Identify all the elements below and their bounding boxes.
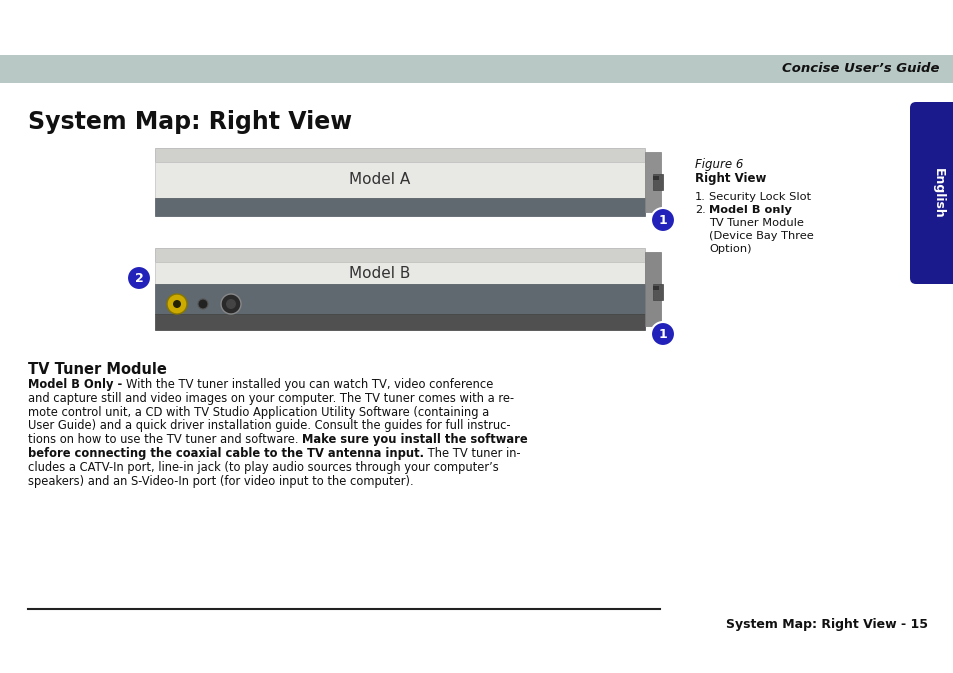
Text: English: English xyxy=(930,168,943,218)
Circle shape xyxy=(221,294,241,314)
Text: 2: 2 xyxy=(134,271,143,285)
Text: and capture still and video images on your computer. The TV tuner comes with a r: and capture still and video images on yo… xyxy=(28,392,514,404)
Text: Concise User’s Guide: Concise User’s Guide xyxy=(781,63,939,75)
Bar xyxy=(652,286,659,290)
Bar xyxy=(644,252,660,326)
Circle shape xyxy=(127,266,151,290)
Circle shape xyxy=(198,299,208,309)
Text: TV Tuner Module: TV Tuner Module xyxy=(28,362,167,377)
Text: Figure 6: Figure 6 xyxy=(695,158,742,171)
Circle shape xyxy=(650,208,675,232)
Bar xyxy=(154,162,644,198)
Text: With the TV tuner installed you can watch TV, video conference: With the TV tuner installed you can watc… xyxy=(126,378,493,391)
Text: 1: 1 xyxy=(658,213,667,227)
Text: -: - xyxy=(770,205,778,215)
Bar xyxy=(154,262,644,284)
Bar xyxy=(652,174,662,190)
Text: 1: 1 xyxy=(658,328,667,341)
Text: Make sure you install the software: Make sure you install the software xyxy=(302,433,527,446)
Text: Model B: Model B xyxy=(349,266,410,281)
Text: cludes a CATV-In port, line-in jack (to play audio sources through your computer: cludes a CATV-In port, line-in jack (to … xyxy=(28,461,498,474)
Circle shape xyxy=(650,322,675,346)
Bar xyxy=(644,152,660,212)
Circle shape xyxy=(226,299,235,309)
Text: Model B Only -: Model B Only - xyxy=(28,378,126,391)
Text: Model B only: Model B only xyxy=(708,205,791,215)
Text: Security Lock Slot: Security Lock Slot xyxy=(708,192,810,202)
Bar xyxy=(0,55,953,83)
Text: User Guide) and a quick driver installation guide. Consult the guides for full i: User Guide) and a quick driver installat… xyxy=(28,419,510,432)
Text: (Device Bay Three: (Device Bay Three xyxy=(708,231,813,241)
Bar xyxy=(154,198,644,216)
Text: 2.: 2. xyxy=(695,205,705,215)
Text: before connecting the coaxial cable to the TV antenna input.: before connecting the coaxial cable to t… xyxy=(28,447,423,460)
Bar xyxy=(652,284,662,300)
Bar xyxy=(154,314,644,330)
Bar xyxy=(154,148,644,162)
Text: Option): Option) xyxy=(708,244,751,254)
Text: speakers) and an S-Video-In port (for video input to the computer).: speakers) and an S-Video-In port (for vi… xyxy=(28,474,414,488)
Circle shape xyxy=(172,300,181,308)
Text: tions on how to use the TV tuner and software.: tions on how to use the TV tuner and sof… xyxy=(28,433,302,446)
Text: Right View: Right View xyxy=(695,172,765,185)
Bar xyxy=(652,176,659,180)
Text: mote control unit, a CD with TV Studio Application Utility Software (containing : mote control unit, a CD with TV Studio A… xyxy=(28,406,489,419)
Text: 1.: 1. xyxy=(695,192,705,202)
Text: Model A: Model A xyxy=(349,172,410,188)
Bar xyxy=(154,284,644,314)
Text: System Map: Right View - 15: System Map: Right View - 15 xyxy=(725,618,927,631)
Text: The TV tuner in-: The TV tuner in- xyxy=(423,447,520,460)
Bar xyxy=(154,248,644,262)
Text: TV Tuner Module: TV Tuner Module xyxy=(708,218,803,228)
FancyBboxPatch shape xyxy=(909,102,953,284)
Text: System Map: Right View: System Map: Right View xyxy=(28,110,352,134)
Circle shape xyxy=(167,294,187,314)
